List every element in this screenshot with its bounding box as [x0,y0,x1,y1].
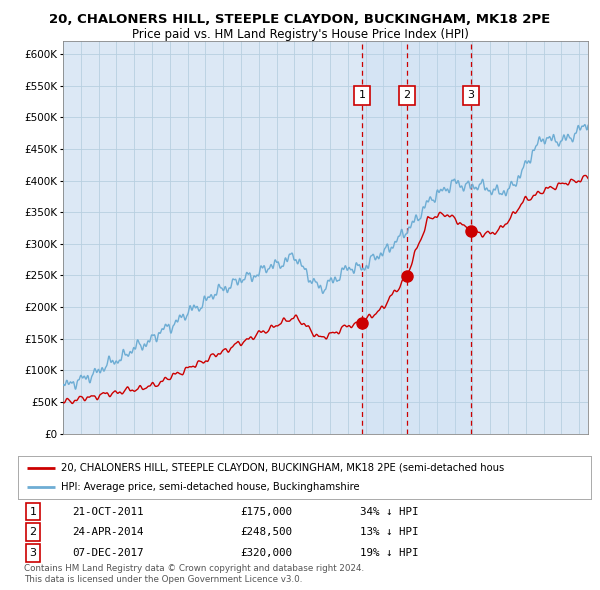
Text: 1997: 1997 [94,458,104,482]
Text: 2001: 2001 [165,458,175,482]
Text: 1999: 1999 [129,458,139,482]
Text: 2014: 2014 [396,458,406,482]
Text: 2021: 2021 [521,458,531,483]
Text: 2003: 2003 [200,458,211,482]
Text: 24-APR-2014: 24-APR-2014 [72,527,143,537]
Bar [362,41,471,434]
Text: 2005: 2005 [236,458,246,483]
Text: 2018: 2018 [467,458,478,482]
Text: 2004: 2004 [218,458,228,482]
Text: £248,500: £248,500 [240,527,292,537]
Text: 2009: 2009 [307,458,317,482]
Text: 07-DEC-2017: 07-DEC-2017 [72,548,143,558]
Text: 2017: 2017 [449,458,460,483]
Text: Contains HM Land Registry data © Crown copyright and database right 2024.: Contains HM Land Registry data © Crown c… [24,565,364,573]
Text: 1996: 1996 [76,458,86,482]
Text: 2022: 2022 [539,458,548,483]
Text: £175,000: £175,000 [240,507,292,516]
Text: Price paid vs. HM Land Registry's House Price Index (HPI): Price paid vs. HM Land Registry's House … [131,28,469,41]
Text: 13% ↓ HPI: 13% ↓ HPI [360,527,419,537]
Text: 1995: 1995 [58,458,68,482]
Text: 21-OCT-2011: 21-OCT-2011 [72,507,143,516]
Text: 2012: 2012 [361,458,371,483]
Text: 2006: 2006 [254,458,264,482]
Text: 1998: 1998 [112,458,121,482]
Text: £320,000: £320,000 [240,548,292,558]
Text: 2011: 2011 [343,458,353,482]
Text: 2019: 2019 [485,458,495,482]
Text: 2016: 2016 [432,458,442,482]
Text: 2024: 2024 [574,458,584,483]
Text: 2013: 2013 [379,458,388,482]
Text: 2008: 2008 [289,458,299,482]
Text: 1: 1 [359,90,365,100]
Text: 2002: 2002 [182,458,193,483]
Text: 2007: 2007 [272,458,281,483]
Text: This data is licensed under the Open Government Licence v3.0.: This data is licensed under the Open Gov… [24,575,302,584]
Text: 19% ↓ HPI: 19% ↓ HPI [360,548,419,558]
Text: 34% ↓ HPI: 34% ↓ HPI [360,507,419,516]
Text: HPI: Average price, semi-detached house, Buckinghamshire: HPI: Average price, semi-detached house,… [61,482,359,492]
Text: 3: 3 [467,90,475,100]
Text: 3: 3 [29,548,37,558]
Text: 2: 2 [403,90,410,100]
Text: 2: 2 [29,527,37,537]
Text: 20, CHALONERS HILL, STEEPLE CLAYDON, BUCKINGHAM, MK18 2PE (semi-detached hous: 20, CHALONERS HILL, STEEPLE CLAYDON, BUC… [61,463,504,473]
Text: 2015: 2015 [414,458,424,483]
Text: 20, CHALONERS HILL, STEEPLE CLAYDON, BUCKINGHAM, MK18 2PE: 20, CHALONERS HILL, STEEPLE CLAYDON, BUC… [49,13,551,26]
Text: 1: 1 [29,507,37,516]
Text: 2023: 2023 [556,458,566,483]
Text: 2010: 2010 [325,458,335,482]
Text: 2000: 2000 [147,458,157,482]
Text: 2020: 2020 [503,458,513,483]
